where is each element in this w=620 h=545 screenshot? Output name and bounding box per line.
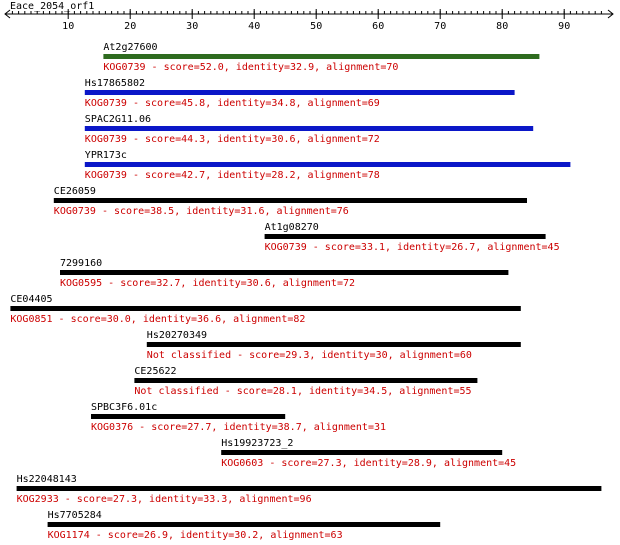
axis-right-arrow [607,9,614,19]
hit-bar[interactable] [103,54,540,59]
hit-name: 7299160 [60,258,102,269]
hit-summary: KOG0739 - score=44.3, identity=30.6, ali… [85,134,380,145]
axis-tick-label: 20 [124,21,136,32]
hit-bar[interactable] [47,522,441,527]
hit-summary: Not classified - score=29.3, identity=30… [147,350,472,361]
hit-name: At1g08270 [265,222,319,233]
hit-bar[interactable] [264,234,546,239]
hit-summary: KOG0739 - score=38.5, identity=31.6, ali… [54,206,349,217]
hit-name: CE04405 [10,294,52,305]
hit-bar[interactable] [84,162,571,167]
hit-row[interactable]: At2g27600 KOG0739 - score=52.0, identity=… [103,42,540,73]
hit-name: CE25622 [134,366,176,377]
hit-name: Hs7705284 [48,510,102,521]
hit-row[interactable]: Hs17865802 KOG0739 - score=45.8, identity… [84,78,515,109]
hit-bar[interactable] [16,486,602,491]
hit-summary: KOG0739 - score=42.7, identity=28.2, ali… [85,170,380,181]
hit-name: Hs20270349 [147,330,207,341]
query-name: Eace_2054_orf1 [10,1,94,12]
hit-bar[interactable] [10,306,521,311]
hit-bar[interactable] [146,342,521,347]
hit-bar[interactable] [84,90,515,95]
hit-row[interactable]: Hs7705284 KOG1174 - score=26.9, identity=… [47,510,441,541]
hit-row[interactable]: CE25622 Not classified - score=28.1, iden… [134,366,478,397]
hit-bar[interactable] [134,378,478,383]
hit-bar[interactable] [221,450,503,455]
axis-ticks: 10 20 30 40 50 60 70 80 90 [11,9,602,32]
axis-tick-label: 10 [62,21,74,32]
hit-row[interactable]: CE26059 KOG0739 - score=38.5, identity=31… [53,186,528,217]
axis-tick-label: 70 [434,21,446,32]
hit-name: CE26059 [54,186,96,197]
hit-row[interactable]: 7299160 KOG0595 - score=32.7, identity=30… [60,258,509,289]
hit-row[interactable]: Hs19923723_2 KOG0603 - score=27.3, identi… [221,438,516,469]
hit-row[interactable]: SPAC2G11.06 KOG0739 - score=44.3, identit… [84,114,534,145]
axis-tick-label: 40 [248,21,260,32]
hit-summary: KOG2933 - score=27.3, identity=33.3, ali… [17,494,312,505]
hit-name: SPBC3F6.01c [91,402,157,413]
axis-tick-label: 80 [496,21,508,32]
hit-summary: KOG0603 - score=27.3, identity=28.9, ali… [221,458,516,469]
hit-summary: KOG0376 - score=27.7, identity=38.7, ali… [91,422,386,433]
hit-row[interactable]: Hs20270349 Not classified - score=29.3, i… [146,330,521,361]
hit-bar[interactable] [53,198,528,203]
hit-name: Hs22048143 [17,474,77,485]
hit-summary: KOG0595 - score=32.7, identity=30.6, ali… [60,278,355,289]
hit-name: YPR173c [85,150,127,161]
hit-summary: Not classified - score=28.1, identity=34… [134,386,471,397]
hit-bar[interactable] [84,126,534,131]
hit-summary: KOG0739 - score=45.8, identity=34.8, ali… [85,98,380,109]
hit-row[interactable]: SPBC3F6.01c KOG0376 - score=27.7, identit… [91,402,386,433]
hit-row[interactable]: YPR173c KOG0739 - score=42.7, identity=28… [84,150,571,181]
axis-left-arrow [4,9,11,19]
hit-list: At2g27600 KOG0739 - score=52.0, identity=… [10,42,602,541]
axis-tick-label: 30 [186,21,198,32]
hit-bar[interactable] [60,270,509,275]
hit-name: At2g27600 [103,42,157,53]
hit-name: Hs17865802 [85,78,145,89]
hit-summary: KOG0851 - score=30.0, identity=36.6, ali… [10,314,305,325]
hit-row[interactable]: Hs22048143 KOG2933 - score=27.3, identity… [16,474,602,505]
hit-row[interactable]: At1g08270 KOG0739 - score=33.1, identity=… [264,222,560,253]
hit-summary: KOG1174 - score=26.9, identity=30.2, ali… [48,530,343,541]
hit-name: Hs19923723_2 [221,438,293,449]
axis-tick-label: 60 [372,21,384,32]
axis-tick-label: 90 [558,21,570,32]
hit-bar[interactable] [91,414,286,419]
hit-row[interactable]: CE04405 KOG0851 - score=30.0, identity=36… [10,294,521,325]
hit-summary: KOG0739 - score=52.0, identity=32.9, ali… [103,62,398,73]
hit-name: SPAC2G11.06 [85,114,151,125]
hit-summary: KOG0739 - score=33.1, identity=26.7, ali… [265,242,560,253]
axis-tick-label: 50 [310,21,322,32]
